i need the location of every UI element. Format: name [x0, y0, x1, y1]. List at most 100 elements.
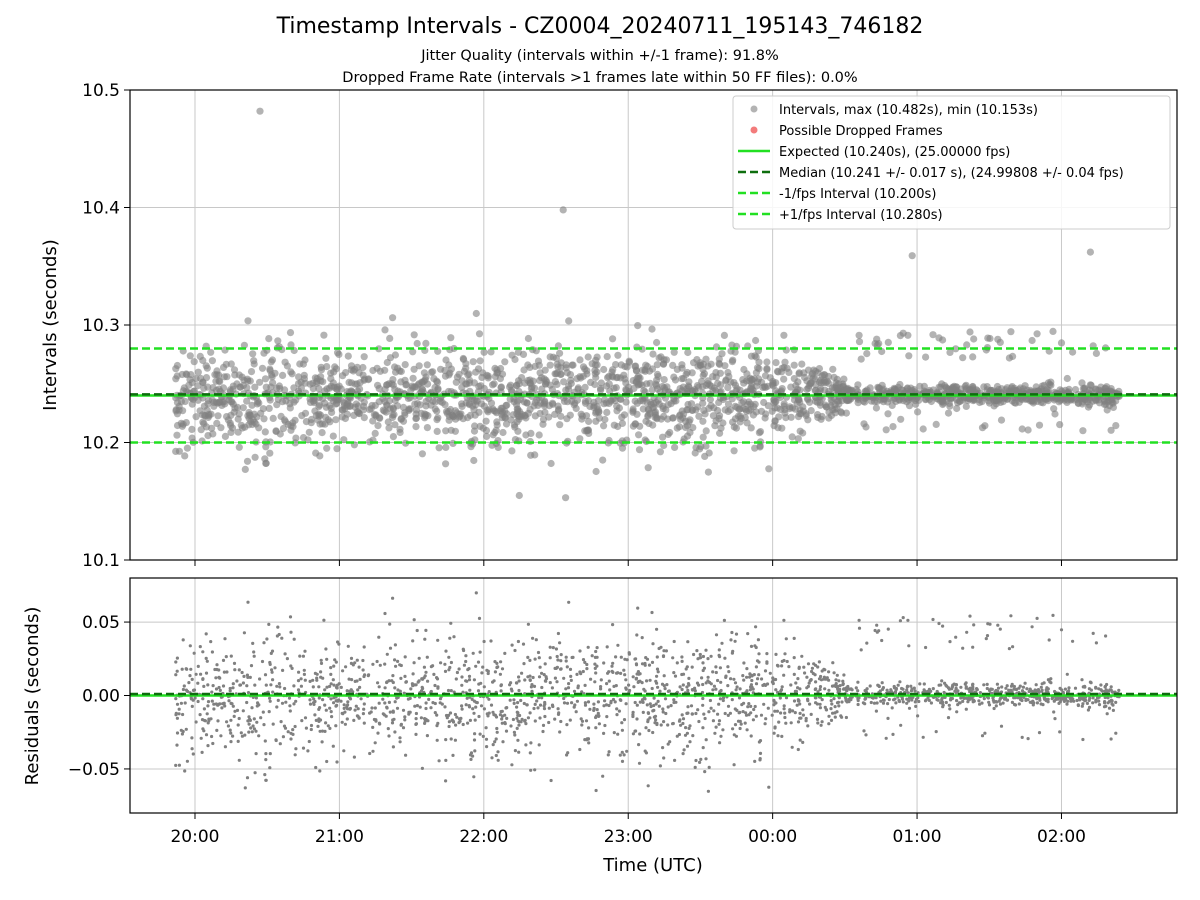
residual-point: [281, 668, 285, 673]
residual-point: [625, 658, 629, 662]
residual-point: [592, 706, 596, 711]
interval-point: [560, 378, 568, 386]
residual-point: [782, 658, 786, 663]
residual-point: [665, 683, 669, 687]
residual-point: [559, 719, 563, 724]
residual-point: [220, 706, 224, 710]
residual-point: [403, 715, 407, 719]
interval-point: [360, 353, 368, 361]
residual-point: [652, 715, 657, 719]
interval-point: [341, 405, 349, 413]
residual-point: [736, 719, 741, 723]
interval-point: [447, 334, 455, 342]
residual-point: [477, 714, 481, 719]
residual-point: [351, 663, 355, 667]
interval-point: [266, 365, 274, 373]
residual-point: [1030, 625, 1034, 629]
interval-point: [419, 386, 427, 394]
residual-point: [1107, 706, 1112, 710]
residual-point: [371, 749, 375, 753]
interval-point: [1063, 374, 1071, 383]
interval-point: [705, 449, 713, 457]
residual-point: [343, 710, 347, 714]
residual-point: [471, 707, 475, 711]
interval-point: [307, 415, 316, 424]
residual-point: [645, 657, 650, 661]
interval-point: [908, 395, 916, 403]
residual-point: [311, 685, 315, 689]
residual-point: [287, 696, 292, 700]
residual-point: [211, 684, 215, 688]
interval-point: [611, 397, 619, 405]
residual-point: [893, 686, 897, 690]
residual-point: [293, 753, 297, 757]
residual-point: [633, 729, 637, 733]
interval-point: [603, 408, 611, 416]
residual-point: [978, 691, 983, 695]
residual-point: [374, 718, 378, 722]
interval-point: [287, 422, 295, 430]
interval-point: [1085, 401, 1094, 409]
interval-point: [465, 401, 474, 409]
residual-point: [246, 675, 250, 680]
residual-point: [756, 638, 761, 642]
residual-point: [856, 689, 860, 693]
interval-point: [1092, 349, 1100, 357]
interval-point: [675, 412, 684, 420]
residual-point: [460, 683, 464, 687]
interval-point: [740, 398, 748, 406]
residual-point: [314, 718, 318, 723]
residual-point: [801, 713, 806, 717]
residual-point: [754, 714, 758, 718]
interval-point: [606, 387, 614, 395]
interval-point: [798, 360, 806, 368]
residual-point: [522, 662, 526, 666]
residual-point: [422, 665, 426, 669]
residual-point: [651, 642, 655, 646]
interval-point: [262, 459, 270, 467]
residual-point: [1080, 678, 1084, 682]
interval-point: [1074, 399, 1082, 408]
residual-point: [383, 662, 387, 666]
interval-point: [322, 354, 330, 362]
residual-point: [992, 706, 996, 711]
interval-point: [763, 358, 771, 366]
interval-point: [389, 433, 397, 441]
residual-point: [516, 738, 520, 742]
residual-point: [276, 698, 280, 703]
residual-point: [260, 659, 265, 664]
interval-point: [929, 331, 937, 339]
residual-point: [666, 742, 670, 746]
interval-point: [551, 378, 560, 386]
residual-point: [386, 727, 390, 731]
residual-point: [275, 684, 279, 688]
interval-point: [867, 397, 875, 405]
interval-point: [731, 402, 739, 410]
interval-point: [380, 407, 388, 415]
interval-point: [724, 400, 733, 408]
residual-point: [937, 683, 941, 687]
interval-point: [524, 334, 533, 343]
residual-point: [913, 689, 917, 693]
residual-point: [1108, 699, 1112, 704]
residual-point: [219, 734, 223, 738]
residual-point: [622, 668, 626, 672]
residual-point: [553, 717, 557, 721]
residual-point: [941, 700, 945, 704]
residual-point: [990, 687, 994, 691]
interval-point: [970, 335, 978, 343]
residual-point: [788, 710, 792, 714]
interval-point: [480, 348, 488, 356]
residual-point: [796, 747, 800, 752]
interval-point: [531, 412, 539, 420]
residual-point: [189, 667, 193, 671]
interval-point: [576, 435, 584, 443]
interval-point: [565, 382, 573, 390]
residual-point: [1067, 686, 1071, 690]
residual-point: [1110, 699, 1114, 703]
residual-point: [538, 716, 542, 720]
interval-point: [752, 408, 760, 416]
residual-point: [336, 699, 340, 703]
residual-point: [394, 664, 398, 668]
residual-point: [624, 686, 628, 690]
